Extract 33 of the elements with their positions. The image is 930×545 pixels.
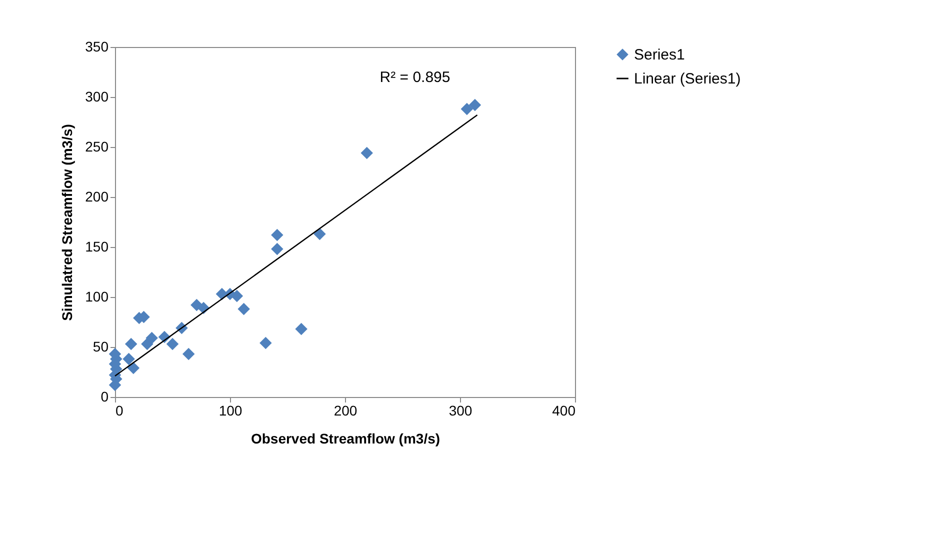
point xyxy=(460,102,474,116)
point xyxy=(182,348,195,360)
x-axis-title: Observed Streamflow (m3/s) xyxy=(250,430,440,446)
point xyxy=(260,336,272,350)
point xyxy=(166,338,179,350)
y-tick-label: 200 xyxy=(85,188,109,204)
x-tick-label: 200 xyxy=(334,402,358,418)
legend-label: Linear (Series1) xyxy=(634,70,741,88)
y-tick-label: 50 xyxy=(92,338,109,354)
point xyxy=(271,242,284,256)
y-tick-label: 300 xyxy=(85,88,109,104)
y-axis-title: Simulatred Streamflow (m3/s) xyxy=(59,124,76,321)
x-tick-label: 100 xyxy=(218,402,242,418)
legend-label: Series1 xyxy=(634,46,685,64)
y-tick-label: 0 xyxy=(100,388,109,404)
x-tick-label: 0 xyxy=(116,402,124,418)
y-tick-label: 150 xyxy=(85,238,109,254)
y-tick-label: 100 xyxy=(85,288,109,304)
x-tick-label: 400 xyxy=(552,402,576,418)
annotation: R² = 0.895 xyxy=(380,69,450,86)
point xyxy=(271,228,284,242)
x-tick-label: 300 xyxy=(448,402,472,418)
point xyxy=(238,302,250,316)
point xyxy=(295,322,308,336)
point xyxy=(124,338,138,350)
point xyxy=(127,362,140,374)
point xyxy=(468,98,482,112)
point xyxy=(146,332,158,344)
point xyxy=(360,146,373,160)
point xyxy=(314,228,326,240)
point xyxy=(122,352,135,366)
y-tick-label: 250 xyxy=(85,138,109,154)
y-tick-label: 350 xyxy=(85,38,109,54)
